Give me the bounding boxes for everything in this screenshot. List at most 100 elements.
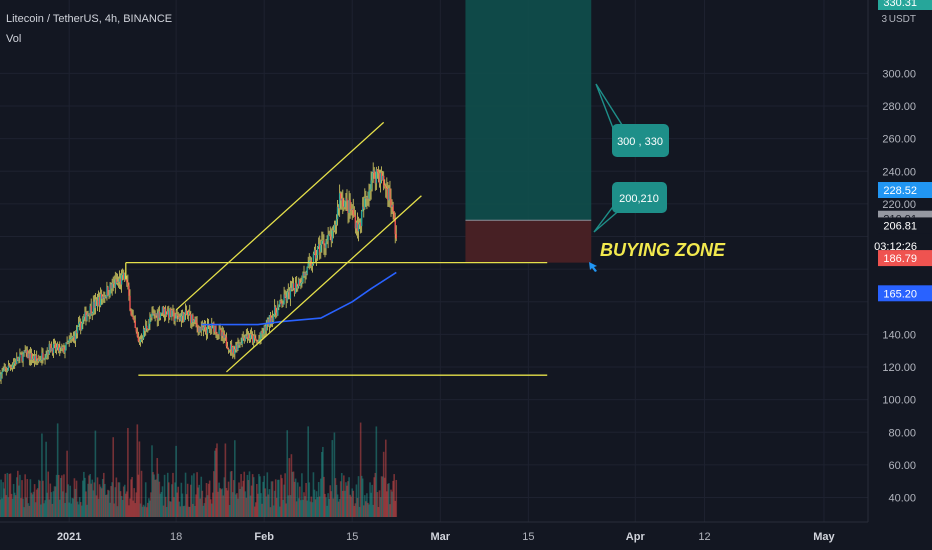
volume-bar bbox=[15, 477, 18, 517]
volume-bar bbox=[95, 495, 98, 517]
candle-body bbox=[283, 294, 285, 304]
volume-bar bbox=[305, 482, 307, 517]
candle-body bbox=[37, 359, 39, 362]
volume-bar bbox=[279, 506, 281, 517]
volume-bar bbox=[47, 471, 50, 517]
volume-bar bbox=[228, 505, 231, 517]
volume-bar bbox=[244, 491, 247, 517]
candle-body bbox=[270, 317, 273, 324]
price-tag-186-bg bbox=[878, 250, 932, 267]
candle-body bbox=[325, 241, 327, 249]
candle-body bbox=[39, 359, 41, 361]
candle-body bbox=[304, 272, 306, 277]
candle-body bbox=[173, 311, 175, 321]
candle-body bbox=[276, 312, 278, 316]
candle-body bbox=[235, 344, 237, 350]
candle-body bbox=[13, 362, 16, 364]
volume-bar bbox=[21, 480, 23, 517]
volume-bar bbox=[316, 497, 319, 517]
volume-bar bbox=[349, 494, 351, 517]
volume-bar bbox=[162, 505, 165, 517]
volume-bar bbox=[138, 441, 141, 517]
volume-bar bbox=[387, 483, 389, 517]
volume-bar bbox=[22, 498, 24, 517]
candle-body bbox=[393, 211, 395, 220]
candle-body bbox=[324, 245, 326, 249]
price-tag-206: 206.81 bbox=[883, 220, 917, 232]
price-tag-top: 330.31 bbox=[883, 0, 917, 9]
candle-body bbox=[90, 306, 92, 315]
volume-indicator-label[interactable]: Vol bbox=[6, 33, 22, 45]
volume-bar bbox=[1, 498, 3, 517]
volume-bar bbox=[199, 498, 202, 517]
volume-bar bbox=[152, 472, 154, 517]
candle-body bbox=[251, 335, 254, 343]
volume-bar bbox=[196, 472, 198, 517]
symbol-title[interactable]: Litecoin / TetherUS, 4h, BINANCE bbox=[6, 13, 173, 25]
candle-body bbox=[123, 273, 125, 280]
candle-body bbox=[28, 353, 31, 360]
candle-body bbox=[229, 344, 232, 350]
candle-body bbox=[311, 264, 314, 266]
candle-body bbox=[50, 347, 53, 351]
volume-bar bbox=[383, 477, 386, 517]
candle-body bbox=[179, 317, 182, 321]
candle-body bbox=[319, 244, 321, 252]
candle-body bbox=[176, 313, 178, 316]
candle-body bbox=[323, 240, 325, 246]
candle-body bbox=[141, 338, 144, 340]
candle-body bbox=[74, 331, 77, 341]
volume-bar bbox=[66, 450, 68, 517]
volume-bar bbox=[264, 488, 267, 517]
candle-body bbox=[239, 343, 241, 346]
volume-bar bbox=[327, 493, 329, 517]
volume-bar bbox=[289, 495, 292, 517]
candle-body bbox=[316, 246, 319, 256]
candle-body bbox=[195, 318, 197, 323]
candle-body bbox=[237, 343, 239, 351]
volume-bar bbox=[25, 497, 28, 517]
candle-body bbox=[91, 312, 93, 315]
volume-bar bbox=[200, 476, 203, 517]
callout-tp-text: 300 , 330 bbox=[617, 136, 663, 148]
volume-bar bbox=[210, 503, 213, 517]
candle-body bbox=[224, 335, 227, 338]
candle-body bbox=[59, 347, 61, 352]
candle-body bbox=[128, 285, 130, 296]
volume-bar bbox=[286, 430, 289, 517]
volume-bar bbox=[192, 503, 194, 517]
candle-body bbox=[155, 313, 157, 316]
candle-body bbox=[394, 219, 396, 235]
candle-body bbox=[189, 312, 191, 315]
volume-bar bbox=[344, 490, 346, 517]
candle-body bbox=[269, 315, 272, 324]
candle-body bbox=[219, 328, 221, 331]
volume-bar bbox=[218, 482, 220, 517]
candle-body bbox=[244, 335, 247, 341]
candle-body bbox=[2, 370, 4, 372]
candle-body bbox=[381, 175, 384, 181]
candle-body bbox=[217, 334, 219, 335]
candle-body bbox=[40, 359, 42, 361]
volume-bar bbox=[268, 489, 271, 517]
moving-average-line bbox=[201, 271, 397, 326]
price-tick: 140.00 bbox=[882, 329, 916, 341]
candle-body bbox=[99, 293, 102, 306]
candle-body bbox=[60, 347, 62, 348]
volume-bar bbox=[107, 489, 109, 517]
volume-bar bbox=[106, 494, 108, 517]
candle-body bbox=[153, 313, 155, 315]
volume-bar bbox=[87, 483, 89, 517]
volume-bar bbox=[61, 475, 63, 517]
volume-bar bbox=[89, 474, 91, 517]
volume-bar bbox=[133, 488, 135, 517]
volume-bar bbox=[254, 502, 257, 517]
candle-body bbox=[25, 349, 27, 353]
candle-body bbox=[214, 326, 216, 332]
volume-bar bbox=[368, 504, 370, 517]
volume-bar bbox=[181, 493, 184, 517]
price-tick: 280.00 bbox=[882, 101, 916, 113]
volume-bar bbox=[257, 493, 259, 517]
